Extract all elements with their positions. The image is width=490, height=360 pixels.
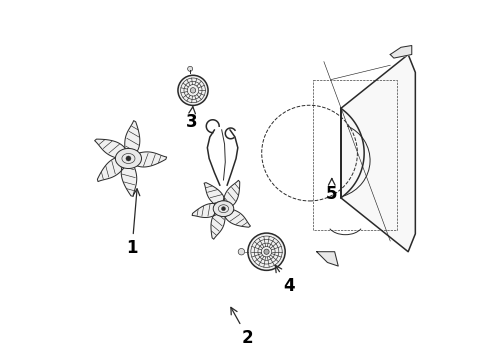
Polygon shape (204, 183, 225, 209)
Polygon shape (128, 152, 167, 167)
Polygon shape (211, 208, 225, 239)
Circle shape (126, 156, 131, 161)
Circle shape (264, 249, 269, 254)
Polygon shape (95, 139, 129, 160)
Polygon shape (317, 252, 338, 266)
Text: 5: 5 (326, 179, 338, 203)
Polygon shape (341, 54, 416, 252)
Polygon shape (192, 203, 224, 217)
Circle shape (190, 87, 196, 93)
Circle shape (178, 75, 208, 105)
Polygon shape (222, 207, 250, 227)
Polygon shape (98, 157, 129, 181)
Text: 3: 3 (185, 107, 197, 131)
Ellipse shape (238, 248, 245, 255)
Polygon shape (125, 121, 140, 159)
Text: 2: 2 (231, 307, 254, 347)
Ellipse shape (188, 66, 193, 71)
Ellipse shape (213, 201, 234, 217)
Text: 1: 1 (126, 189, 140, 257)
Circle shape (221, 207, 225, 211)
Polygon shape (222, 180, 240, 210)
Polygon shape (390, 45, 412, 58)
Circle shape (248, 233, 285, 270)
Text: 4: 4 (275, 265, 294, 295)
Polygon shape (121, 158, 137, 197)
Ellipse shape (116, 148, 142, 168)
